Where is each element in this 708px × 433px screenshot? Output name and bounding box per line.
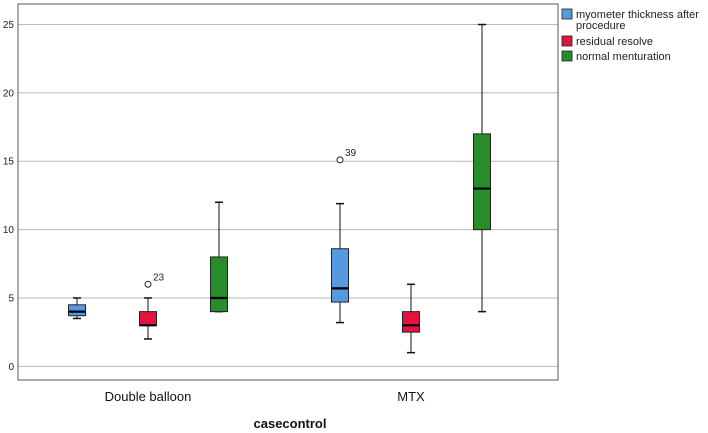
legend-swatch xyxy=(561,50,573,62)
legend-swatch xyxy=(561,8,573,20)
box-1-1 xyxy=(402,283,420,354)
gridlines xyxy=(18,24,558,367)
legend-label: residual resolve xyxy=(576,36,653,48)
box-iqr xyxy=(210,256,228,313)
box-1-0: 23 xyxy=(139,272,165,340)
outlier-point xyxy=(144,280,152,288)
legend-label: normal menturation xyxy=(576,51,671,63)
box-2-0 xyxy=(210,201,228,313)
box-0-0 xyxy=(68,297,86,320)
y-tick-label-10: 10 xyxy=(3,225,15,236)
x-category-label-0: Double balloon xyxy=(105,389,192,404)
legend-swatch xyxy=(561,35,573,47)
outlier-label: 39 xyxy=(345,148,357,159)
outlier-label: 23 xyxy=(153,272,165,283)
box-2-1 xyxy=(473,23,491,313)
box-iqr xyxy=(68,304,86,317)
box-series: 39 23 xyxy=(68,23,491,354)
y-tick-label-25: 25 xyxy=(3,20,15,31)
plot-frame xyxy=(17,3,559,381)
x-category-labels: Double balloon MTX xyxy=(105,389,425,404)
y-tick-labels: 0 5 10 15 20 25 xyxy=(3,20,15,373)
outlier-point xyxy=(336,156,344,164)
box-iqr xyxy=(402,311,420,333)
box-0-1: 39 xyxy=(331,148,357,324)
x-axis-title: casecontrol xyxy=(254,416,327,431)
box-iqr xyxy=(473,133,491,231)
legend-item-2: normal menturation xyxy=(561,50,671,63)
y-tick-label-0: 0 xyxy=(8,362,14,373)
box-iqr xyxy=(139,311,157,326)
y-tick-label-5: 5 xyxy=(8,293,14,304)
y-tick-label-15: 15 xyxy=(3,157,15,168)
legend-item-1: residual resolve xyxy=(561,35,653,48)
box-iqr xyxy=(331,248,349,303)
x-category-label-1: MTX xyxy=(397,389,425,404)
legend-label: procedure xyxy=(576,20,626,32)
legend-label: myometer thickness after xyxy=(576,9,699,21)
y-tick-label-20: 20 xyxy=(3,88,15,99)
